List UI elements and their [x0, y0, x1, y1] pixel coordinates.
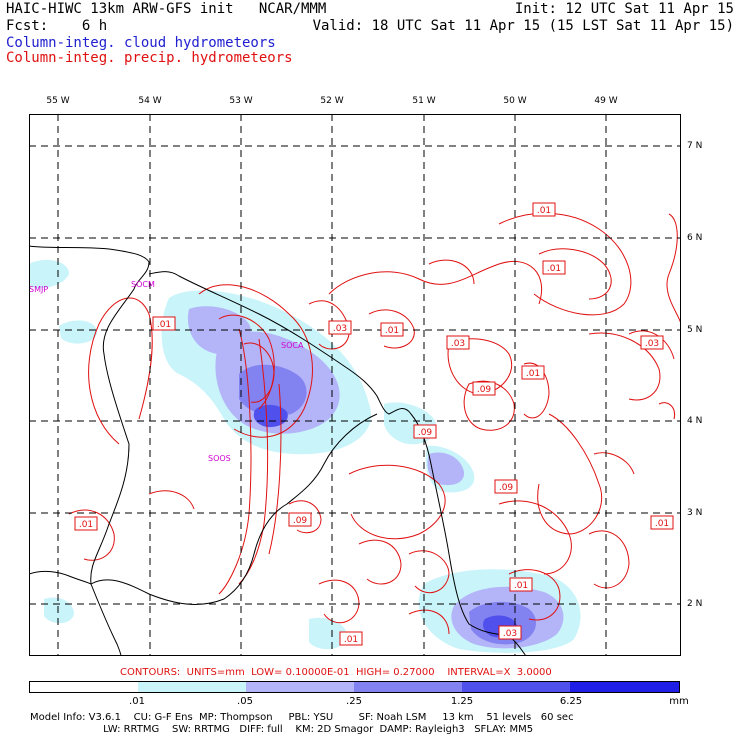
header-title: HAIC-HIWC 13km ARW-GFS init NCAR/MMM [6, 1, 327, 17]
svg-text:.03: .03 [451, 339, 465, 349]
svg-text:.09: .09 [293, 516, 308, 526]
contour-labels: .01 .01 .01 .03 .01 .03 .03 .01 .09 .09 … [74, 202, 674, 646]
colorbar-bin [462, 682, 570, 692]
svg-text:.01: .01 [655, 519, 669, 529]
colorbar-bin [138, 682, 246, 692]
svg-text:.03: .03 [333, 324, 347, 334]
svg-text:.03: .03 [645, 339, 659, 349]
colorbar-bin [570, 682, 679, 692]
svg-text:.01: .01 [537, 206, 551, 216]
svg-text:.01: .01 [526, 369, 540, 379]
contour-label: .09 [288, 512, 312, 527]
svg-text:.01: .01 [344, 635, 358, 645]
svg-text:.09: .09 [477, 385, 492, 395]
colorbar-label: .05 [237, 696, 253, 707]
contour-label: .09 [494, 479, 518, 494]
lon-label: 54 W [138, 96, 162, 106]
contour-label: .01 [74, 516, 98, 531]
lon-label: 52 W [320, 96, 344, 106]
model-info-line1: Model Info: V3.6.1 CU: G-F Ens MP: Thomp… [30, 712, 574, 723]
colorbar-label: 1.25 [450, 696, 474, 707]
contour-label: .01 [532, 202, 556, 217]
header-valid: Valid: 18 UTC Sat 11 Apr 15 (15 LST Sat … [312, 18, 734, 34]
precip-contours [68, 212, 681, 635]
colorbar-bin [30, 682, 138, 692]
contour-label: .01 [380, 322, 404, 337]
contour-label: .01 [542, 260, 566, 275]
station-labels: SMJP SOCM SOCA SOOS [29, 280, 304, 463]
lon-label: 49 W [594, 96, 618, 106]
colorbar-bin [354, 682, 462, 692]
colorbar-bin [246, 682, 354, 692]
contour-label: .03 [640, 335, 664, 350]
contour-label: .01 [152, 316, 176, 331]
colorbar-label: .25 [346, 696, 362, 707]
model-info-line2: LW: RRTMG SW: RRTMG DIFF: full KM: 2D Sm… [30, 724, 534, 735]
legend-cloud: Column-integ. cloud hydrometeors [6, 35, 276, 51]
graticule [29, 114, 681, 656]
header-forecast: Fcst: 6 h [6, 18, 108, 34]
contour-label: .09 [413, 424, 437, 439]
contour-label: .01 [521, 365, 545, 380]
contour-label: .09 [472, 381, 496, 396]
contour-label: .03 [328, 320, 352, 335]
lon-label: 51 W [412, 96, 436, 106]
legend-precip: Column-integ. precip. hydrometeors [6, 50, 293, 66]
map-frame [29, 114, 681, 656]
svg-text:.03: .03 [503, 629, 517, 639]
lon-label: 53 W [229, 96, 253, 106]
svg-text:.09: .09 [499, 483, 514, 493]
colorbar-label: 6.25 [559, 696, 583, 707]
contour-label: .03 [498, 625, 522, 640]
svg-text:.01: .01 [514, 581, 528, 591]
lat-label: 3 N [687, 508, 703, 518]
lat-label: 2 N [687, 599, 703, 609]
colorbar-label: .01 [129, 696, 145, 707]
svg-text:.09: .09 [418, 428, 433, 438]
contours-info: CONTOURS: UNITS=mm LOW= 0.10000E-01 HIGH… [120, 667, 552, 678]
station-label: SOCA [281, 341, 304, 350]
contour-label: .03 [446, 335, 470, 350]
svg-text:.01: .01 [385, 326, 399, 336]
colorbar [29, 681, 680, 693]
svg-text:.01: .01 [79, 520, 93, 530]
map-panel: .01 .01 .01 .03 .01 .03 .03 .01 .09 .09 … [29, 114, 681, 656]
lat-label: 4 N [687, 416, 703, 426]
station-label: SMJP [29, 285, 48, 294]
station-label: SOOS [208, 454, 231, 463]
lon-label: 50 W [503, 96, 527, 106]
contour-label: .01 [509, 577, 533, 592]
coastline-border [29, 245, 527, 656]
header-init: Init: 12 UTC Sat 11 Apr 15 [514, 1, 734, 17]
lat-label: 6 N [687, 233, 703, 243]
svg-text:.01: .01 [547, 264, 561, 274]
lat-label: 5 N [687, 325, 703, 335]
contour-label: .01 [339, 631, 363, 646]
svg-text:.01: .01 [157, 320, 171, 330]
station-label: SOCM [131, 280, 155, 289]
lon-label: 55 W [46, 96, 70, 106]
colorbar-unit: mm [669, 696, 689, 707]
lat-label: 7 N [687, 141, 703, 151]
contour-label: .01 [650, 515, 674, 530]
